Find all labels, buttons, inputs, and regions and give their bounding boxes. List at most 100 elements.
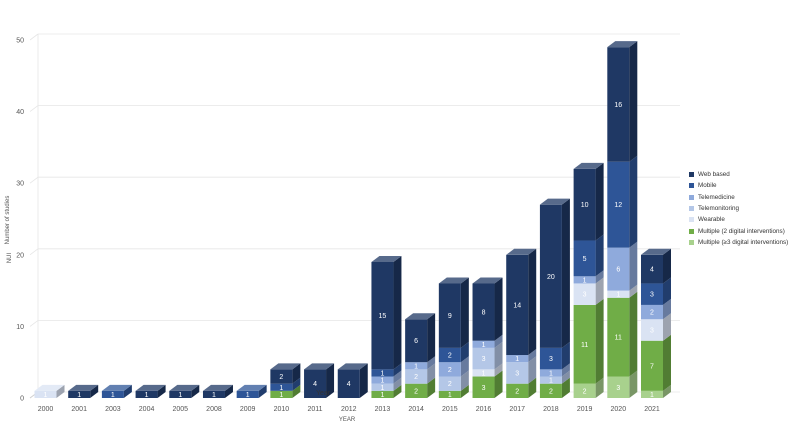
legend-label: Web based <box>698 171 730 179</box>
bar-segment <box>472 369 495 377</box>
bar-segment <box>506 355 529 363</box>
bar-value-label: 2 <box>650 310 654 317</box>
bar-segment-side <box>561 377 570 398</box>
bar-segment <box>573 168 596 241</box>
bar-value-label: 1 <box>482 342 486 349</box>
bar-segment <box>371 383 394 391</box>
bar-segment-side <box>494 370 503 398</box>
bar-segment <box>68 390 91 398</box>
bar-value-label: 1 <box>448 392 452 399</box>
y-tick-label: 10 <box>16 324 24 331</box>
bar-stack-2009: 1 <box>236 384 267 399</box>
bar-segment <box>304 369 327 398</box>
bar-stack-2017: 2 3 1 14 <box>506 248 537 398</box>
bar-segment-side <box>629 241 638 291</box>
legend-label: Telemedicine <box>698 193 735 201</box>
legend-swatch <box>689 228 694 234</box>
x-tick-label: 2015 <box>442 406 458 413</box>
bar-stack-2005: 1 <box>169 384 200 399</box>
legend-item: Mobile <box>689 180 800 191</box>
bar-segment-side <box>663 313 671 341</box>
legend-item: Web based <box>689 169 800 180</box>
gridline-depth <box>29 33 39 41</box>
bar-segment-side <box>191 384 200 398</box>
bar-segment <box>270 369 293 384</box>
bar-segment <box>371 390 394 398</box>
bar-segment <box>405 319 428 363</box>
bar-segment-side <box>528 248 537 356</box>
y-tick-label: 40 <box>16 109 24 116</box>
bar-stack-2018: 2 11 3 20 <box>539 198 570 398</box>
y-axis-ticks: 0 10 20 30 40 50 <box>16 38 24 403</box>
bar-stack-2008: 1 <box>202 384 233 399</box>
bar-segment-side <box>427 363 436 384</box>
bar-value-label: 12 <box>614 202 622 209</box>
x-tick-label: 2004 <box>139 406 155 413</box>
bar-segment-side <box>663 384 671 398</box>
bar-stack-2000: 1 <box>34 384 65 399</box>
legend-item: Wearable <box>689 214 800 225</box>
bar-top-face <box>641 248 671 255</box>
bar-segment <box>641 319 663 341</box>
bar-segment <box>641 340 663 391</box>
x-tick-label: 2005 <box>172 406 188 413</box>
bar-top-face <box>472 277 503 284</box>
bar-stack-2004: 1 <box>135 384 166 399</box>
bar-value-label: 5 <box>583 256 587 263</box>
bar-segment-side <box>359 363 368 398</box>
bar-segment-side <box>561 363 570 377</box>
bar-stack-2019: 2 11 3 1 5 10 <box>573 162 604 398</box>
bar-segment <box>405 383 428 398</box>
bar-segment-side <box>393 377 402 391</box>
bar-value-label: 1 <box>650 392 654 399</box>
bar-value-label: 16 <box>614 102 622 109</box>
bar-value-label: 1 <box>515 356 519 363</box>
bar-segment <box>135 390 158 398</box>
bar-segment-side <box>595 162 604 241</box>
bar-segment-side <box>427 377 436 398</box>
bar-stack-2003: 1 <box>101 384 132 399</box>
bar-segment-side <box>460 341 469 363</box>
bar-segment <box>371 376 394 384</box>
x-tick-label: 2019 <box>577 406 593 413</box>
bar-top-face <box>371 255 402 262</box>
bar-segment-side <box>663 248 671 284</box>
bar-segment-side <box>494 334 503 348</box>
bar-value-label: 3 <box>482 385 486 392</box>
bar-segment-side <box>393 384 402 398</box>
legend-swatch <box>689 183 694 189</box>
bar-segment <box>641 304 663 320</box>
bar-segment-side <box>393 370 402 384</box>
legend-swatch <box>689 194 694 200</box>
gridline-depth <box>29 105 39 112</box>
bar-segment-side <box>292 384 301 398</box>
bar-segment-side <box>157 384 166 398</box>
bar-segment <box>202 390 225 398</box>
bar-segment <box>101 390 124 398</box>
bar-stack-2011: 4 <box>304 363 335 398</box>
bar-value-label: 3 <box>549 356 553 363</box>
legend-swatch <box>689 172 694 178</box>
bar-segment <box>472 347 495 370</box>
bar-value-label: 2 <box>583 388 587 395</box>
bar-value-label: 2 <box>414 388 418 395</box>
legend-label: Mobile <box>698 182 717 190</box>
legend: Web based Mobile Telemedicine Telemonitorin… <box>689 169 800 248</box>
legend-label: Wearable <box>698 216 725 224</box>
bar-segment <box>236 390 259 398</box>
bar-value-label: 4 <box>650 267 654 274</box>
x-tick-label: 2020 <box>611 406 627 413</box>
bar-segment <box>539 369 562 377</box>
x-tick-label: 2000 <box>38 406 54 413</box>
x-tick-label: 2017 <box>509 406 525 413</box>
bar-segment <box>539 383 562 398</box>
bar-value-label: 2 <box>414 374 418 381</box>
y-tick-label: 20 <box>16 252 24 259</box>
bar-segment-side <box>629 284 638 298</box>
bar-value-label: 1 <box>145 392 149 399</box>
x-tick-label: 2014 <box>408 406 424 413</box>
bar-segment-side <box>663 298 671 320</box>
bar-segment-side <box>56 384 65 398</box>
gridline-depth <box>29 248 39 256</box>
